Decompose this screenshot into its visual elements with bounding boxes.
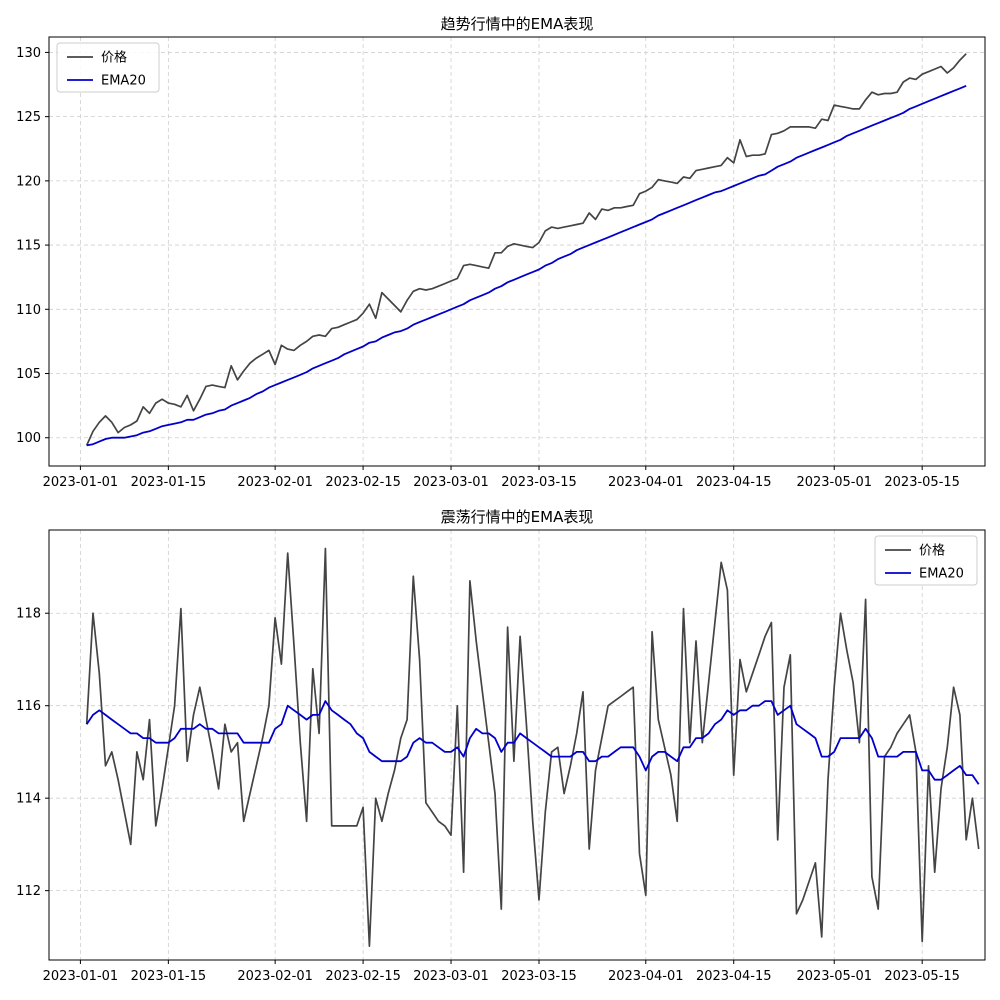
range-y-tick-label: 118	[16, 607, 41, 622]
trend-chart-legend: 价格 EMA20	[56, 42, 160, 93]
range-legend-label: 价格	[919, 543, 945, 559]
trend-x-tick-label: 2023-03-15	[501, 475, 577, 490]
range-x-tick-label: 2023-02-15	[325, 969, 401, 984]
range-chart-title: 震荡行情中的EMA表现	[441, 508, 594, 526]
range-y-tick-label: 116	[16, 699, 41, 714]
range-x-tick-label: 2023-03-01	[413, 969, 489, 984]
range-y-tick-label: 114	[16, 792, 41, 807]
trend-x-tick-label: 2023-01-01	[43, 475, 119, 490]
trend-x-tick-label: 2023-04-01	[608, 475, 684, 490]
trend-chart-title: 趋势行情中的EMA表现	[441, 15, 594, 33]
trend-y-tick-label: 130	[16, 46, 41, 61]
range-chart-panel: 震荡行情中的EMA表现 2023-01-01 2023-01-15 2023-02-…	[16, 508, 986, 984]
trend-series-price-line	[85, 53, 967, 446]
trend-x-tick-label: 2023-05-15	[884, 475, 960, 490]
trend-y-tick-label: 120	[16, 174, 41, 189]
range-legend-label: EMA20	[919, 567, 964, 582]
trend-legend-label: 价格	[101, 50, 127, 66]
range-x-tick-label: 2023-04-01	[608, 969, 684, 984]
range-x-tick-label: 2023-01-15	[131, 969, 207, 984]
range-x-tick-label: 2023-03-15	[501, 969, 577, 984]
trend-legend-label: EMA20	[101, 74, 146, 89]
range-x-tick-label: 2023-01-01	[43, 969, 119, 984]
trend-x-tick-label: 2023-01-15	[131, 475, 207, 490]
trend-y-tick-label: 110	[16, 303, 41, 318]
trend-x-tick-label: 2023-05-01	[796, 475, 872, 490]
range-x-tick-label: 2023-05-01	[796, 969, 872, 984]
trend-y-tick-label: 115	[16, 239, 41, 254]
trend-y-tick-label: 100	[16, 431, 41, 446]
trend-y-tick-label: 105	[16, 367, 41, 382]
trend-chart-frame	[48, 36, 986, 467]
range-chart-legend: 价格 EMA20	[874, 535, 978, 586]
trend-x-tick-label: 2023-02-15	[325, 475, 401, 490]
trend-x-tick-label: 2023-02-01	[237, 475, 313, 490]
trend-series-ema20-line	[86, 84, 967, 447]
range-series-price-line	[85, 547, 980, 947]
trend-chart-panel: 趋势行情中的EMA表现 2023-01-01 2023-01-15 2023-02-…	[16, 15, 986, 490]
trend-x-tick-label: 2023-03-01	[413, 475, 489, 490]
trend-x-tick-label: 2023-04-15	[696, 475, 772, 490]
range-x-tick-label: 2023-04-15	[696, 969, 772, 984]
trend-y-tick-label: 125	[16, 110, 41, 125]
range-series-ema20-line	[85, 700, 980, 785]
range-x-tick-label: 2023-05-15	[884, 969, 960, 984]
range-y-tick-label: 112	[16, 884, 41, 899]
range-x-tick-label: 2023-02-01	[237, 969, 313, 984]
range-chart-frame	[48, 529, 986, 961]
